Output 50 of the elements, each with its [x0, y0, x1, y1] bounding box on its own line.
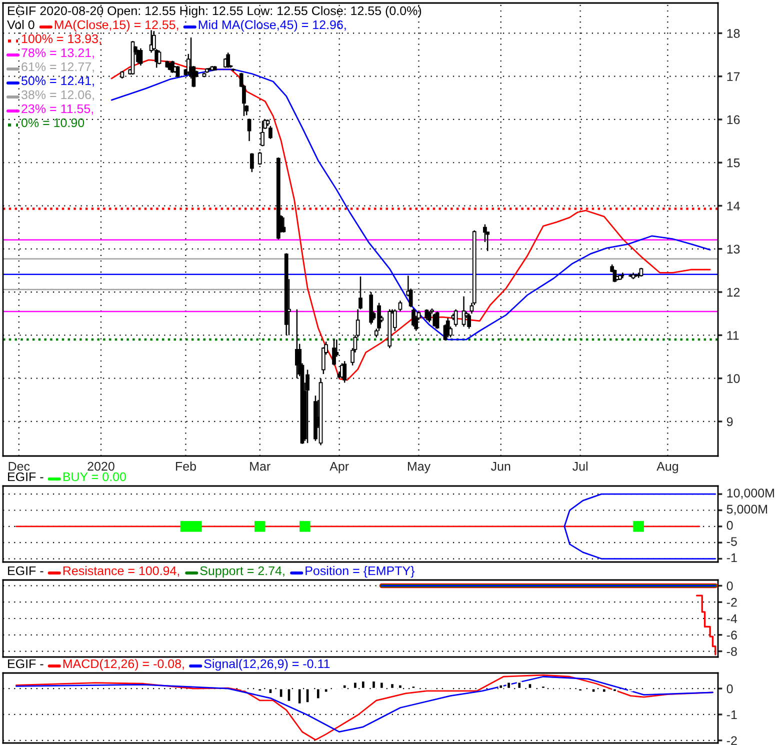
text: Resistance = 100.94,	[63, 566, 180, 577]
legend-label: MACD(12,26) = -0.08,	[63, 659, 184, 671]
legend-label: Signal(12,26,9) = -0.11	[204, 659, 330, 671]
legend-label: 61% = 12.77,	[22, 62, 94, 73]
x-tick-label: Jul	[572, 462, 588, 471]
legend-label: 50% = 12.41,	[22, 76, 94, 87]
y-tick-label: -2	[726, 736, 737, 745]
y-tick-label: -8	[726, 647, 737, 656]
text: 5,000M	[726, 504, 767, 516]
annotation: Vol 0	[7, 20, 34, 30]
x-tick-label: Aug	[656, 462, 678, 474]
x-tick-label: Feb	[176, 462, 196, 471]
y-tick-label: -2	[726, 598, 737, 607]
y-tick-label: -4	[726, 614, 738, 624]
legend-label: Position = {EMPTY}	[306, 566, 415, 578]
legend-label: Support = 2.74,	[200, 566, 284, 578]
legend-label: 100% = 13.93,	[22, 34, 101, 45]
x-tick-label: 2020	[88, 462, 114, 471]
legend-label: 38% = 12.06,	[21, 90, 94, 101]
legend-label: BUY = 0.00	[63, 472, 126, 482]
y-tick-label: 15	[727, 158, 740, 168]
y-tick-label: 12	[727, 288, 740, 297]
legend-label: 0% = 10.90	[21, 118, 84, 128]
chart-title: EGIF -	[8, 659, 44, 668]
y-tick-label: 9	[726, 417, 733, 426]
chart-title: EGIF -	[8, 472, 44, 482]
legend-label: 78% = 13.21,	[22, 48, 94, 59]
y-tick-label: 17	[727, 72, 740, 81]
x-tick-label: Apr	[330, 462, 349, 474]
chart-title: EGIF -	[8, 566, 44, 576]
chart-title: EGIF 2020-08-20 Open: 12.55 High: 12.55 Low: 12.55 Close: 12.55 (0.0%)	[8, 6, 422, 18]
y-tick-label: 13	[727, 244, 740, 254]
text: -5	[726, 537, 737, 546]
legend-label: MA(Close,15) = 12.55,	[54, 20, 178, 32]
x-tick-label: May	[408, 462, 431, 474]
legend-label: Mid MA(Close,45) = 12.96,	[198, 20, 346, 32]
y-tick-label: 14	[727, 202, 740, 210]
y-tick-label: 0	[726, 684, 733, 694]
x-tick-label: Jun	[490, 462, 510, 471]
y-tick-label: 10	[727, 374, 740, 383]
y-tick-label: -6	[726, 630, 737, 640]
y-tick-label: -1	[726, 710, 737, 720]
text: 10,000M	[727, 488, 774, 499]
y-tick-label: 18	[727, 29, 740, 38]
x-tick-label: Mar	[250, 462, 270, 471]
x-tick-label: Dec	[8, 462, 30, 471]
y-tick-label: 11	[727, 331, 739, 340]
y-tick-label: 16	[727, 115, 740, 124]
y-tick-label: 0	[726, 582, 733, 590]
legend-label: 23% = 11.55,	[22, 104, 93, 115]
